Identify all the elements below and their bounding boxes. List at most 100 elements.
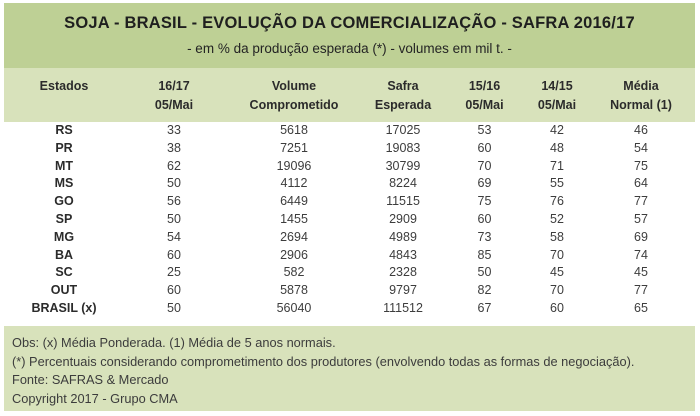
note-obs: Obs: (x) Média Ponderada. (1) Média de 5…	[12, 335, 336, 350]
cell: 2906	[280, 247, 308, 262]
cell: 1455	[280, 211, 308, 226]
footer-notes: Obs: (x) Média Ponderada. (1) Média de 5…	[4, 326, 695, 411]
cell: 70	[550, 247, 564, 262]
row-label: GO	[54, 194, 74, 209]
note-asterisk: (*) Percentuais considerando comprometim…	[12, 353, 635, 369]
cell: 55	[550, 176, 564, 191]
table-header-row: Estados 16/17 05/Mai Volume Comprometido S…	[4, 68, 695, 122]
cell: 2909	[389, 211, 417, 226]
table-row-sc: SC 25 582 2328 50 45 45	[4, 264, 695, 282]
cell: 8224	[389, 176, 417, 191]
row-label: PR	[55, 140, 73, 155]
cell: 69	[634, 229, 648, 244]
cell: 65	[634, 300, 648, 315]
row-label: MT	[54, 158, 74, 173]
col-header-1415: 14/15 05/Mai	[537, 79, 577, 112]
table-row-rs: RS 33 5618 17025 53 42 46	[4, 122, 695, 140]
table-row-mg: MG 54 2694 4989 73 58 69	[4, 229, 695, 247]
cell: 17025	[385, 123, 421, 137]
cell: 70	[477, 158, 492, 173]
cell: 56040	[276, 300, 312, 315]
col-header-safra-esperada: Safra Esperada	[374, 79, 432, 112]
row-label: SC	[55, 265, 73, 280]
cell: 4843	[389, 247, 417, 262]
row-label: RS	[55, 123, 73, 137]
cell: 75	[477, 194, 492, 209]
cell: 42	[550, 123, 564, 137]
cell: 50	[477, 265, 492, 280]
col-header-media-normal: Média Normal (1)	[610, 79, 672, 112]
cell: 19096	[276, 158, 312, 173]
cell: 45	[634, 265, 648, 280]
cell: 77	[634, 283, 648, 298]
cell: 11515	[386, 194, 420, 209]
table-row-brasil-total: BRASIL (x) 50 56040 111512 67 60 65	[4, 300, 695, 318]
cell: 48	[550, 140, 564, 155]
cell: 67	[477, 300, 492, 315]
table-row-ms: MS 50 4112 8224 69 55 64	[4, 175, 695, 193]
cell: 73	[477, 229, 492, 244]
cell: 4989	[389, 229, 417, 244]
cell: 582	[283, 265, 305, 280]
cell: 62	[167, 158, 181, 173]
cell: 74	[634, 247, 648, 262]
row-label: BRASIL (x)	[31, 300, 97, 315]
cell: 60	[167, 283, 181, 298]
cell: 45	[550, 265, 564, 280]
cell: 71	[550, 158, 564, 173]
cell: 54	[167, 229, 181, 244]
row-label: BA	[54, 247, 74, 262]
col-header-estados: Estados	[39, 79, 89, 93]
cell: 7251	[280, 140, 308, 155]
table-row-pr: PR 38 7251 19083 60 48 54	[4, 140, 695, 158]
commercialization-table: Estados 16/17 05/Mai Volume Comprometido S…	[4, 68, 695, 318]
note-copyright: Copyright 2017 - Grupo CMA	[12, 390, 178, 406]
col-header-1516: 15/16 05/Mai	[465, 79, 504, 112]
page-subtitle: - em % da produção esperada (*) - volume…	[187, 41, 512, 56]
cell: 2328	[389, 265, 417, 280]
row-label: MS	[54, 176, 74, 191]
row-label: MG	[53, 229, 75, 244]
cell: 33	[167, 123, 181, 137]
title-band: SOJA - BRASIL - EVOLUÇÃO DA COMERCIALIZA…	[4, 3, 695, 68]
cell: 60	[167, 247, 181, 262]
note-fonte: Fonte: SAFRAS & Mercado	[12, 372, 169, 388]
cell: 52	[550, 211, 564, 226]
cell: 70	[550, 283, 564, 298]
cell: 25	[167, 265, 181, 280]
cell: 50	[167, 300, 181, 315]
row-label: OUT	[50, 283, 78, 298]
cell: 77	[634, 194, 648, 209]
row-label: SP	[55, 211, 73, 226]
col-header-1617: 16/17 05/Mai	[154, 79, 194, 112]
cell: 64	[634, 176, 648, 191]
table-row-ba: BA 60 2906 4843 85 70 74	[4, 247, 695, 265]
cell: 6449	[280, 194, 308, 209]
table-row-go: GO 56 6449 11515 75 76 77	[4, 193, 695, 211]
cell: 4112	[280, 176, 308, 191]
table-row-sp: SP 50 1455 2909 60 52 57	[4, 211, 695, 229]
cell: 38	[167, 140, 181, 155]
col-header-volume-comprometido: Volume Comprometido	[249, 79, 339, 112]
cell: 54	[634, 140, 648, 155]
table-row-mt: MT 62 19096 30799 70 71 75	[4, 158, 695, 176]
cell: 9797	[389, 283, 417, 298]
cell: 5618	[280, 123, 308, 137]
cell: 56	[167, 194, 181, 209]
table-row-out: OUT 60 5878 9797 82 70 77	[4, 282, 695, 300]
cell: 46	[634, 123, 648, 137]
cell: 2694	[280, 229, 308, 244]
cell: 19083	[385, 140, 421, 155]
cell: 50	[167, 176, 181, 191]
cell: 57	[634, 211, 648, 226]
cell: 60	[550, 300, 564, 315]
cell: 76	[550, 194, 564, 209]
cell: 85	[477, 247, 492, 262]
cell: 60	[477, 140, 492, 155]
page-title: SOJA - BRASIL - EVOLUÇÃO DA COMERCIALIZA…	[64, 14, 635, 32]
cell: 58	[550, 229, 564, 244]
cell: 69	[477, 176, 492, 191]
cell: 5878	[280, 283, 308, 298]
cell: 30799	[385, 158, 421, 173]
